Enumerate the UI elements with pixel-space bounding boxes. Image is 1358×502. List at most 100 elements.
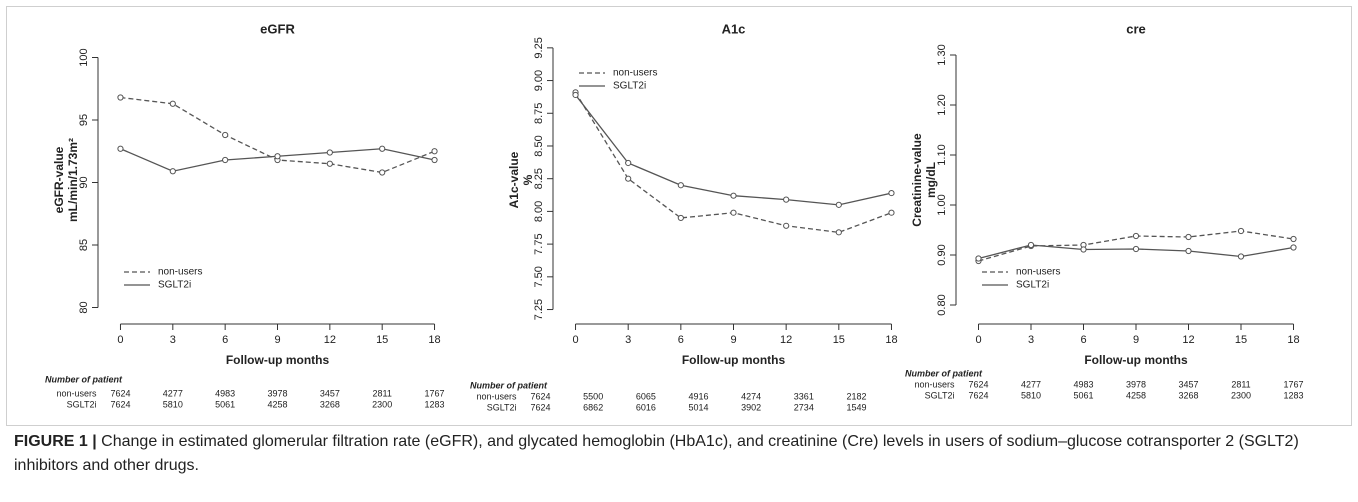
x-tick-label: 0 <box>975 334 981 346</box>
data-point <box>169 100 176 107</box>
y-tick-label: 8.50 <box>533 135 545 156</box>
x-axis-label: Follow-up months <box>226 353 330 367</box>
table-cell: 5061 <box>215 399 235 409</box>
table-cell: 3978 <box>1126 379 1146 389</box>
x-axis-label: Follow-up months <box>682 353 786 367</box>
data-point <box>730 209 737 216</box>
table-cell: 7624 <box>968 379 988 389</box>
x-tick-label: 12 <box>1182 334 1194 346</box>
x-tick-label: 6 <box>222 334 228 346</box>
x-tick-label: 18 <box>885 334 897 346</box>
table-cell: 5500 <box>583 391 603 401</box>
table-cell: 4277 <box>1021 379 1041 389</box>
table-cell: 3268 <box>320 399 340 409</box>
table-cell: 5810 <box>1021 390 1041 400</box>
data-point <box>1027 241 1035 249</box>
figure-frame <box>6 6 1352 426</box>
y-tick-label: 7.50 <box>533 266 545 287</box>
y-tick-label: 95 <box>78 114 90 126</box>
table-cell: 7624 <box>531 391 551 401</box>
data-point <box>888 209 895 216</box>
caption-text: Change in estimated glomerular filtratio… <box>14 433 1299 474</box>
x-tick-label: 15 <box>833 334 845 346</box>
data-point <box>835 201 842 208</box>
x-tick-label: 9 <box>1133 334 1139 346</box>
table-cell: 3978 <box>267 388 287 398</box>
table-cell: 4983 <box>215 388 235 398</box>
data-point <box>783 222 790 229</box>
table-cell: 2811 <box>1231 379 1250 389</box>
y-axis-label: mg/dL <box>924 162 938 198</box>
data-point <box>888 189 895 197</box>
x-tick-label: 12 <box>324 334 336 346</box>
y-tick-label: 1.30 <box>936 44 948 65</box>
table-cell: 3361 <box>794 391 814 401</box>
x-tick-label: 15 <box>376 334 388 346</box>
data-point <box>379 169 386 176</box>
x-tick-label: 3 <box>1028 334 1034 346</box>
x-tick-label: 18 <box>428 334 440 346</box>
legend-label: SGLT2i <box>1016 280 1049 291</box>
x-tick-label: 6 <box>678 334 684 346</box>
chart-title: cre <box>1126 21 1146 36</box>
y-tick-label: 90 <box>78 176 90 188</box>
y-axis-label: A1c-value <box>507 151 521 208</box>
table-cell: 7624 <box>968 390 988 400</box>
table-cell: 4274 <box>741 391 761 401</box>
data-point <box>431 156 438 164</box>
x-tick-label: 3 <box>625 334 631 346</box>
table-title: Number of patient <box>470 380 548 390</box>
data-point <box>625 175 632 182</box>
data-point <box>117 94 124 101</box>
data-point <box>975 255 982 262</box>
table-cell: 2182 <box>846 391 866 401</box>
table-cell: 1549 <box>846 402 866 412</box>
table-row-name: non-users <box>56 388 97 398</box>
table-title: Number of patient <box>905 368 983 378</box>
y-tick-label: 0.90 <box>936 244 948 265</box>
y-axis-label: Creatinine-value <box>910 133 924 227</box>
table-title: Number of patient <box>45 374 123 384</box>
data-point <box>783 196 790 203</box>
table-row-name: SGLT2i <box>67 399 97 409</box>
y-tick-label: 80 <box>78 301 90 313</box>
x-tick-label: 9 <box>730 334 736 346</box>
table-row-name: SGLT2i <box>925 390 955 400</box>
caption-label: FIGURE 1 | <box>14 433 97 450</box>
data-point <box>1237 253 1245 260</box>
data-point <box>625 159 632 167</box>
y-tick-label: 85 <box>78 239 90 251</box>
table-cell: 5061 <box>1073 390 1093 400</box>
data-point <box>326 149 333 156</box>
table-cell: 2300 <box>1231 390 1251 400</box>
x-tick-label: 15 <box>1235 334 1247 346</box>
table-cell: 1767 <box>1283 379 1303 389</box>
data-point <box>1132 245 1140 253</box>
x-axis-label: Follow-up months <box>1084 353 1188 367</box>
legend-label: SGLT2i <box>158 280 191 291</box>
table-cell: 5810 <box>163 399 183 409</box>
data-point <box>117 145 124 152</box>
data-point <box>1080 246 1087 253</box>
data-point <box>1237 227 1245 235</box>
x-tick-label: 0 <box>572 334 578 346</box>
table-cell: 7624 <box>110 388 130 398</box>
x-tick-label: 9 <box>274 334 280 346</box>
data-point <box>730 192 737 199</box>
table-cell: 6065 <box>636 391 656 401</box>
table-cell: 2734 <box>794 402 814 412</box>
y-tick-label: 100 <box>78 48 90 66</box>
x-tick-label: 0 <box>117 334 123 346</box>
series-line <box>575 94 892 206</box>
table-cell: 7624 <box>110 399 130 409</box>
data-point <box>1290 244 1297 251</box>
table-cell: 3902 <box>741 402 761 412</box>
y-tick-label: 9.25 <box>533 37 545 58</box>
table-cell: 4983 <box>1073 379 1093 389</box>
table-cell: 6016 <box>636 402 656 412</box>
table-cell: 3268 <box>1178 390 1198 400</box>
table-cell: 3457 <box>320 388 340 398</box>
data-point <box>677 182 684 189</box>
